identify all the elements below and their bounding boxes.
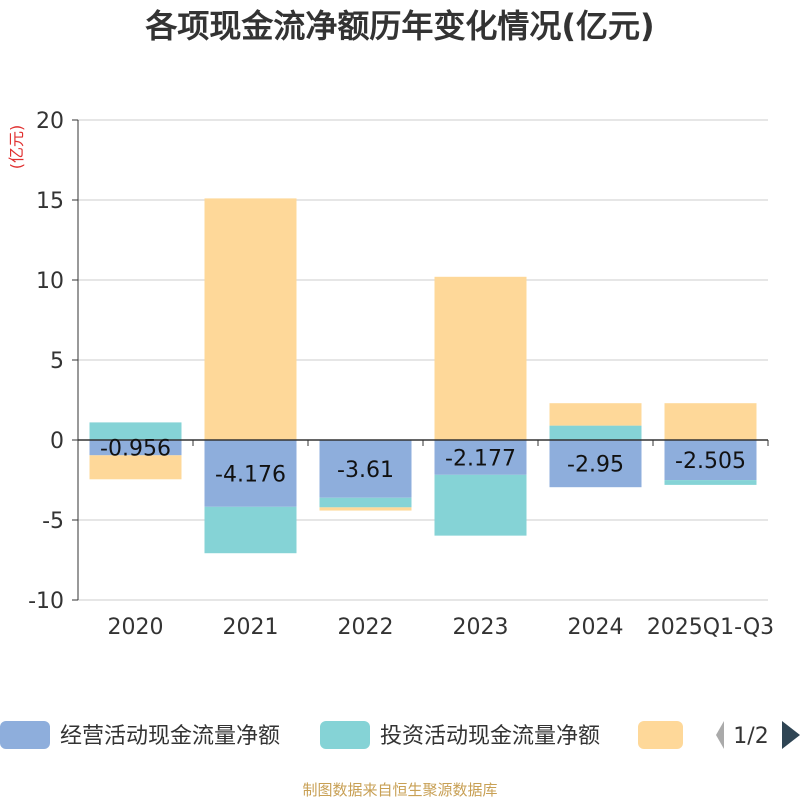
x-tick-label: 2020 (108, 615, 164, 640)
bar-financing-2020 (89, 455, 182, 480)
bar-investing-2020 (89, 422, 182, 440)
x-tick-label: 2023 (453, 615, 509, 640)
legend: 经营活动现金流量净额 投资活动现金流量净额 1/2 (0, 721, 800, 749)
data-label-operating: -2.95 (567, 453, 624, 478)
y-tick-label: 15 (36, 189, 64, 214)
legend-page-indicator: 1/2 (733, 724, 768, 749)
data-labels: -0.956 -4.176 -3.61 -2.177 -2.95 -2.505 (100, 437, 746, 488)
legend-label-investing[interactable]: 投资活动现金流量净额 (380, 724, 600, 749)
y-tick-label: 0 (50, 429, 64, 454)
grid-lines (78, 119, 768, 601)
legend-next-page-icon[interactable] (782, 721, 800, 749)
bar-investing-2023 (434, 474, 527, 536)
data-label-operating: -3.61 (337, 458, 394, 483)
bar-financing-2021 (204, 198, 297, 440)
bar-financing-2023 (434, 276, 527, 440)
axes: 20 15 10 5 0 -5 -10 2020 2021 2022 2023 2024 2025Q1-… (28, 109, 774, 640)
legend-label-operating[interactable]: 经营活动现金流量净额 (60, 724, 280, 749)
legend-swatch-investing[interactable] (320, 721, 370, 749)
bar-investing-2025Q1-Q3 (664, 480, 757, 485)
bar-investing-2022 (319, 497, 412, 508)
bar-operating-2020 (89, 440, 182, 456)
x-tick-label: 2021 (223, 615, 279, 640)
bar-financing-2025Q1-Q3 (664, 403, 757, 440)
y-tick-label: 10 (36, 269, 64, 294)
bar-group (89, 198, 757, 554)
legend-swatch-operating[interactable] (0, 721, 50, 749)
y-tick-label: -5 (42, 509, 64, 534)
x-tick-label: 2024 (568, 615, 624, 640)
y-axis-unit: (亿元) (7, 125, 26, 170)
bar-operating-2025Q1-Q3 (664, 440, 757, 481)
data-label-operating: -2.505 (675, 449, 746, 474)
source-note: 制图数据来自恒生聚源数据库 (302, 781, 497, 799)
legend-prev-page-icon[interactable] (716, 721, 724, 749)
bar-investing-2024 (549, 425, 642, 440)
x-tick-label: 2025Q1-Q3 (647, 615, 774, 640)
chart-title: 各项现金流净额历年变化情况(亿元) (145, 7, 654, 45)
legend-swatch-financing[interactable] (638, 721, 683, 749)
data-label-operating: -2.177 (445, 446, 516, 471)
bar-investing-2021 (204, 506, 297, 554)
bar-operating-2024 (549, 440, 642, 488)
y-tick-label: -10 (28, 589, 64, 614)
data-label-operating: -4.176 (215, 462, 286, 487)
bar-operating-2022 (319, 440, 412, 498)
x-tick-label: 2022 (338, 615, 394, 640)
y-tick-label: 20 (36, 109, 64, 134)
data-label-operating: -0.956 (100, 437, 171, 462)
y-tick-label: 5 (50, 349, 64, 374)
bar-financing-2022 (319, 507, 412, 511)
bar-operating-2021 (204, 440, 297, 507)
bar-financing-2024 (549, 403, 642, 426)
bar-operating-2023 (434, 440, 527, 475)
